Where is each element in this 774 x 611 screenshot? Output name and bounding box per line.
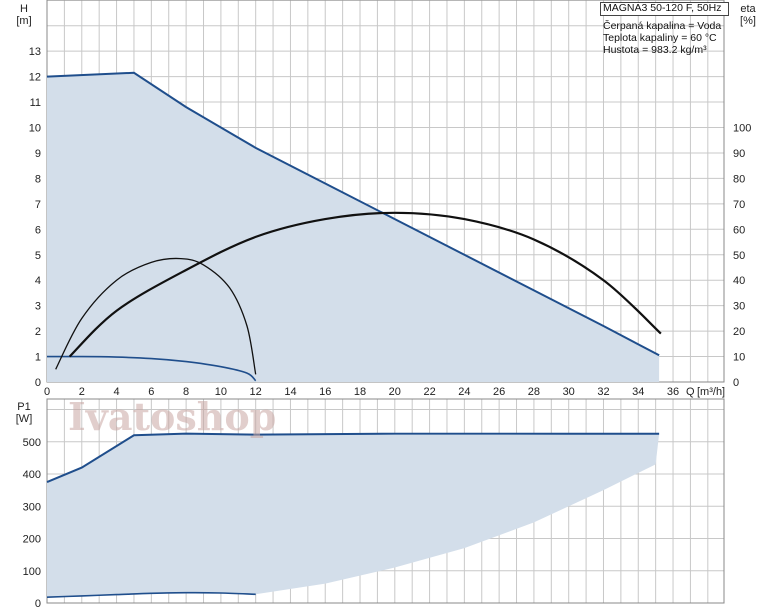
head-tick-label: 6: [35, 224, 41, 236]
eta-tick-label: 70: [733, 199, 745, 211]
head-tick-label: 4: [35, 275, 41, 287]
flow-axis-label: Q: [686, 386, 695, 398]
head-tick-label: 9: [35, 148, 41, 160]
watermark: Ivatoshop: [68, 394, 276, 439]
power-tick-label: 500: [23, 437, 41, 449]
eta-tick-label: 100: [733, 123, 751, 135]
head-tick-label: 2: [35, 326, 41, 338]
eta-tick-label: 0: [733, 377, 739, 389]
head-tick-label: 8: [35, 173, 41, 185]
x-tick-label: 18: [354, 386, 366, 398]
legend-title: MAGNA3 50-120 F, 50Hz: [603, 2, 722, 14]
head-tick-label: 10: [29, 123, 41, 135]
power-tick-label: 200: [23, 534, 41, 546]
x-tick-label: 36: [667, 386, 679, 398]
tick-labels: 0 2 4 6 8 10 12 14 16 18 20 22 24 26 28 30 32 34 360123456…: [23, 46, 752, 610]
head-tick-label: 7: [35, 199, 41, 211]
eta-tick-label: 50: [733, 250, 745, 262]
legend-line-density: Hustota = 983.2 kg/m³: [603, 44, 707, 56]
x-tick-label: 6: [148, 386, 154, 398]
x-tick-label: 0: [44, 386, 50, 398]
eta-tick-label: 80: [733, 173, 745, 185]
curves: [46, 71, 662, 598]
head-tick-label: 3: [35, 301, 41, 313]
eta-tick-label: 40: [733, 275, 745, 287]
power-tick-label: 400: [23, 469, 41, 481]
x-tick-label: 8: [183, 386, 189, 398]
head-tick-label: 11: [30, 97, 41, 109]
x-tick-label: 16: [319, 386, 331, 398]
legend-line-temperature: Teplota kapaliny = 60 °C: [603, 32, 717, 44]
power-max-curve: [46, 432, 660, 483]
x-tick-label: 4: [113, 386, 119, 398]
x-tick-label: 22: [423, 386, 435, 398]
head-min-curve: [46, 355, 257, 382]
efficiency-min-curve: [55, 257, 257, 375]
head-tick-label: 0: [35, 377, 41, 389]
power-axis-unit: [W]: [16, 413, 33, 425]
efficiency-axis-label: eta: [740, 3, 756, 15]
operating-areas: [47, 72, 660, 598]
eta-tick-label: 60: [733, 224, 745, 236]
head-operating-area: [47, 72, 660, 382]
eta-tick-label: 20: [733, 326, 745, 338]
x-tick-label: 30: [563, 386, 575, 398]
legend-title-box: [600, 2, 729, 16]
head-tick-label: 12: [29, 72, 41, 84]
flow-axis-unit: [m³/h]: [697, 386, 725, 398]
eta-tick-label: 90: [733, 148, 745, 160]
x-tick-label: 20: [389, 386, 401, 398]
power-tick-label: 300: [23, 501, 41, 513]
head-max-curve: [46, 71, 660, 357]
x-tick-label: 12: [250, 386, 262, 398]
eta-tick-label: 30: [733, 301, 745, 313]
power-tick-label: 0: [35, 598, 41, 610]
x-tick-label: 10: [215, 386, 227, 398]
x-tick-label: 2: [79, 386, 85, 398]
power-axis-label: P1: [17, 401, 30, 413]
head-tick-label: 1: [35, 352, 41, 364]
head-tick-label: 5: [35, 250, 41, 262]
x-tick-label: 28: [528, 386, 540, 398]
x-tick-label: 34: [632, 386, 644, 398]
head-tick-label: 13: [29, 46, 41, 58]
power-min-curve: [46, 591, 256, 598]
head-axis-label: H: [20, 3, 28, 15]
power-tick-label: 100: [23, 566, 41, 578]
x-tick-label: 14: [284, 386, 296, 398]
power-operating-area: [47, 433, 660, 598]
efficiency-max-curve: [68, 211, 662, 358]
efficiency-axis-unit: [%]: [740, 15, 756, 27]
x-tick-label: 26: [493, 386, 505, 398]
x-tick-label: 32: [597, 386, 609, 398]
head-axis-unit: [m]: [16, 15, 31, 27]
eta-tick-label: 10: [733, 352, 745, 364]
legend-line-liquid: Čerpaná kapalina = Voda: [603, 20, 722, 32]
x-tick-label: 24: [458, 386, 470, 398]
